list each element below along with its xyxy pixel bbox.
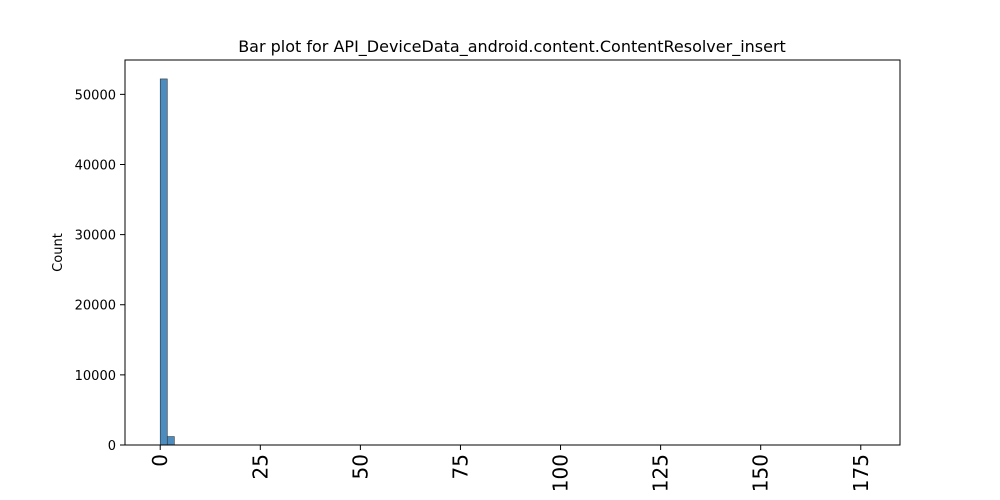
x-tick-label-6: 150 — [749, 454, 773, 492]
x-tick-label-7: 175 — [849, 454, 873, 492]
x-axis-ticks: 0 25 50 75 100 125 150 175 — [148, 445, 873, 492]
x-tick-label-5: 125 — [649, 454, 673, 492]
x-tick-label-4: 100 — [549, 454, 573, 492]
bar-0 — [159, 78, 168, 446]
y-tick-label-1: 10000 — [75, 369, 116, 384]
bar-1 — [166, 436, 175, 446]
y-axis-label: Count — [51, 233, 66, 272]
x-tick-label-2: 50 — [348, 454, 372, 479]
x-tick-label-0: 0 — [148, 454, 172, 467]
chart-title: Bar plot for API_DeviceData_android.cont… — [238, 37, 786, 57]
x-tick-label-3: 75 — [448, 454, 472, 479]
x-tick-label-1: 25 — [248, 454, 272, 479]
bars-group — [159, 78, 175, 446]
y-tick-label-4: 40000 — [75, 158, 116, 173]
y-axis-ticks: 0 10000 20000 30000 40000 50000 — [75, 88, 125, 454]
y-tick-label-5: 50000 — [75, 88, 116, 103]
plot-frame — [124, 59, 901, 446]
y-tick-label-2: 20000 — [75, 299, 116, 314]
y-tick-label-3: 30000 — [75, 229, 116, 244]
y-tick-label-0: 0 — [108, 439, 116, 454]
